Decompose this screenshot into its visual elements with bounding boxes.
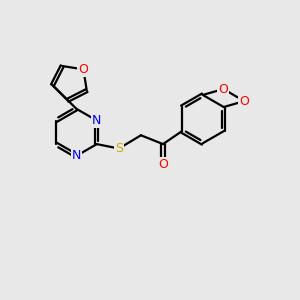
Text: N: N — [92, 114, 101, 127]
Text: O: O — [218, 82, 228, 95]
Text: N: N — [72, 149, 81, 162]
Text: O: O — [79, 63, 88, 76]
Text: S: S — [115, 142, 123, 155]
Text: O: O — [158, 158, 168, 171]
Text: O: O — [239, 94, 249, 108]
